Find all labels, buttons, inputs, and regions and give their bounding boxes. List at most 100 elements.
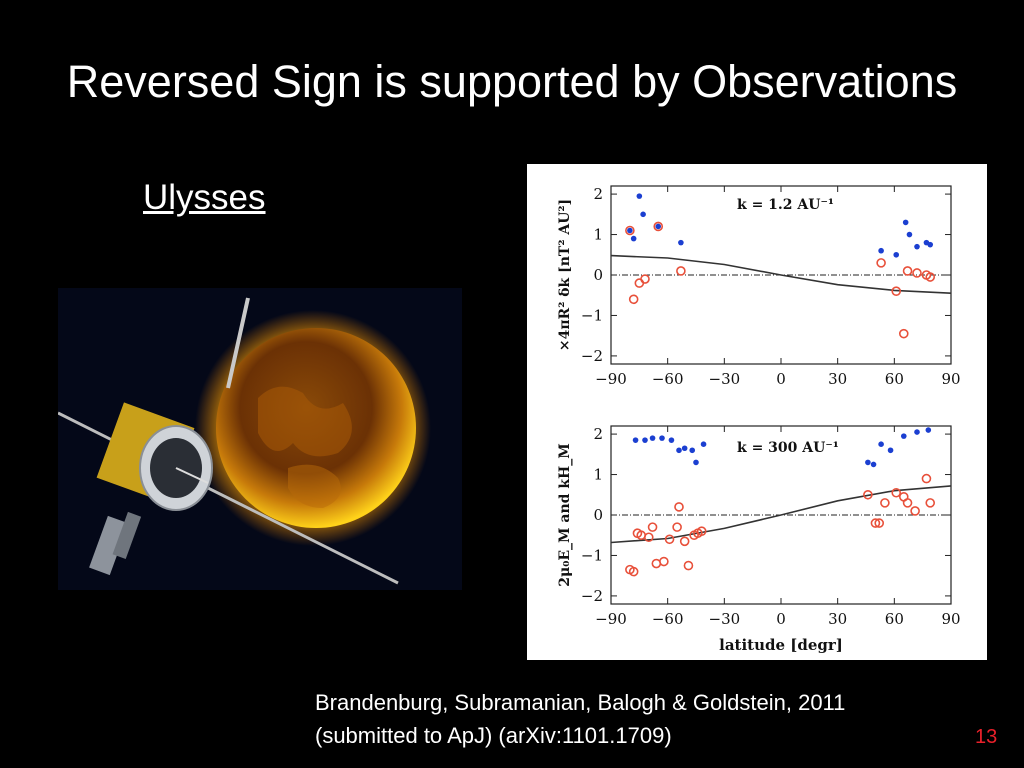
open-point bbox=[891, 487, 902, 498]
filled-point bbox=[642, 437, 648, 443]
x-tick-label: 30 bbox=[828, 370, 847, 388]
y-tick-label: 0 bbox=[593, 266, 603, 284]
filled-point bbox=[627, 227, 633, 234]
open-point bbox=[674, 502, 684, 512]
slide-subtitle: Ulysses bbox=[143, 178, 266, 217]
filled-point bbox=[887, 447, 894, 454]
plot-bottom-xlabel: latitude [degr] bbox=[719, 636, 843, 654]
x-tick-label: 0 bbox=[776, 370, 786, 388]
filled-point bbox=[925, 427, 932, 433]
filled-point bbox=[659, 435, 665, 441]
y-tick-label: −2 bbox=[581, 587, 603, 605]
figure-panel: k = 1.2 AU⁻¹ ×4πR² δk [nT² AU²] −90 −60 −3… bbox=[527, 164, 987, 660]
ulysses-spacecraft-image bbox=[57, 288, 462, 590]
filled-point bbox=[649, 435, 656, 441]
fit-curve bbox=[610, 485, 952, 544]
open-point bbox=[647, 522, 658, 532]
y-tick-label: −2 bbox=[581, 347, 603, 365]
plot-bottom-annotation: k = 300 AU⁻¹ bbox=[737, 440, 839, 456]
x-tick-label: 0 bbox=[776, 610, 786, 628]
open-point bbox=[628, 566, 639, 577]
ulysses-spacecraft-and-sun-icon bbox=[57, 297, 431, 585]
filled-point bbox=[655, 223, 662, 230]
x-tick-label: −90 bbox=[595, 370, 627, 388]
page-number: 13 bbox=[975, 726, 998, 748]
citation: Brandenburg, Subramanian, Balogh & Golds… bbox=[315, 686, 845, 752]
x-tick-label: 90 bbox=[941, 610, 960, 628]
filled-point bbox=[870, 461, 877, 468]
filled-point bbox=[878, 247, 884, 254]
plot-bottom-ylabel: 2μ₀E_M and kH_M bbox=[557, 443, 573, 587]
open-point bbox=[891, 286, 902, 296]
open-point bbox=[880, 498, 890, 508]
open-point bbox=[653, 221, 664, 232]
open-point bbox=[902, 498, 913, 508]
y-tick-label: −1 bbox=[581, 546, 603, 564]
plot-top-ylabel: ×4πR² δk [nT² AU²] bbox=[557, 199, 573, 351]
filled-point bbox=[636, 193, 643, 199]
filled-point bbox=[893, 251, 900, 258]
y-tick-label: 2 bbox=[593, 185, 603, 203]
open-point bbox=[902, 266, 913, 276]
open-point bbox=[876, 258, 886, 268]
filled-point bbox=[914, 243, 920, 250]
open-point bbox=[874, 518, 885, 528]
filled-point bbox=[693, 459, 699, 466]
filled-point bbox=[865, 459, 871, 466]
x-tick-label: 90 bbox=[941, 370, 960, 388]
filled-point bbox=[630, 235, 637, 242]
open-point bbox=[863, 489, 873, 500]
filled-point bbox=[900, 433, 907, 439]
x-tick-label: 30 bbox=[828, 610, 847, 628]
y-tick-label: 1 bbox=[593, 226, 603, 244]
citation-line-2: (submitted to ApJ) (arXiv:1101.1709) bbox=[315, 723, 672, 748]
x-tick-label: −60 bbox=[652, 610, 684, 628]
open-point bbox=[659, 556, 669, 567]
filled-point bbox=[681, 445, 688, 452]
filled-point bbox=[906, 231, 913, 238]
open-point bbox=[625, 225, 635, 236]
x-tick-label: −30 bbox=[709, 610, 741, 628]
open-point bbox=[696, 526, 707, 536]
open-point bbox=[925, 498, 936, 508]
filled-point bbox=[927, 241, 934, 248]
plot-top: k = 1.2 AU⁻¹ ×4πR² δk [nT² AU²] −90 −60 −3… bbox=[557, 185, 961, 388]
filled-point bbox=[678, 239, 684, 246]
slide-title: Reversed Sign is supported by Observatio… bbox=[66, 56, 958, 107]
citation-line-1: Brandenburg, Subramanian, Balogh & Golds… bbox=[315, 690, 846, 715]
filled-point bbox=[676, 447, 682, 454]
fit-curve bbox=[610, 254, 952, 294]
x-tick-label: −30 bbox=[709, 370, 741, 388]
filled-point bbox=[668, 437, 675, 443]
open-point bbox=[628, 294, 639, 305]
open-point bbox=[921, 473, 932, 484]
open-point bbox=[912, 268, 922, 278]
y-tick-label: 0 bbox=[593, 506, 603, 524]
open-point bbox=[910, 506, 920, 516]
open-point bbox=[870, 518, 881, 528]
open-point bbox=[683, 560, 694, 571]
open-point bbox=[679, 536, 690, 547]
y-tick-label: −1 bbox=[581, 306, 603, 324]
open-point bbox=[672, 522, 682, 532]
filled-point bbox=[878, 441, 884, 448]
open-point bbox=[676, 266, 686, 276]
plot-bottom: k = 300 AU⁻¹ 2μ₀E_M and kH_M latitude [d… bbox=[557, 425, 961, 654]
filled-point bbox=[902, 219, 909, 226]
open-point bbox=[925, 272, 936, 282]
x-tick-label: −90 bbox=[595, 610, 627, 628]
open-point bbox=[634, 278, 645, 288]
open-point bbox=[640, 274, 650, 284]
filled-point bbox=[700, 441, 707, 448]
filled-point bbox=[632, 437, 639, 443]
x-tick-label: −60 bbox=[652, 370, 684, 388]
open-point bbox=[643, 532, 654, 543]
x-tick-label: 60 bbox=[885, 370, 904, 388]
open-point bbox=[651, 558, 662, 569]
y-tick-label: 2 bbox=[593, 425, 603, 443]
x-tick-label: 60 bbox=[885, 610, 904, 628]
y-tick-label: 1 bbox=[593, 466, 603, 484]
plot-top-annotation: k = 1.2 AU⁻¹ bbox=[737, 197, 834, 213]
filled-point bbox=[914, 429, 920, 435]
filled-point bbox=[640, 211, 646, 218]
